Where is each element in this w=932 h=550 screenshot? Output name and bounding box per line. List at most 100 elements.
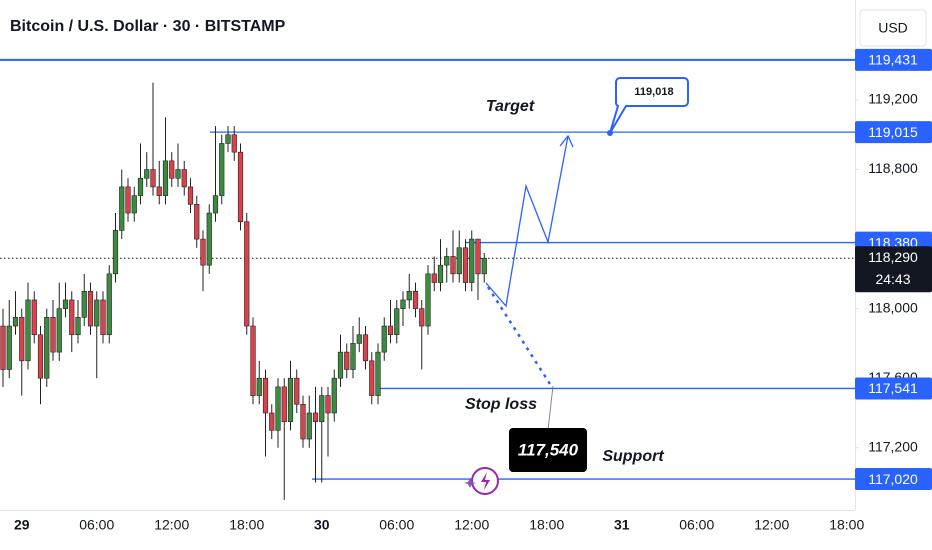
candle-body [81,290,87,318]
price-tag-label: 117,020 [868,471,918,487]
candle-body [100,299,106,336]
candle-body [44,317,50,379]
candle-body [319,395,325,422]
x-tick-label: 06:00 [679,517,714,533]
candle-body [244,221,250,327]
x-tick-label: 18:00 [829,517,864,533]
x-tick-label: 30 [314,517,330,533]
price-tag [855,121,932,144]
candle-body [69,299,75,336]
candle-body [150,169,156,188]
last-price-tag [855,246,932,293]
x-tick-label: 12:00 [454,517,489,533]
candle-body [219,143,225,196]
candle-body [206,212,212,266]
candle-body [112,230,119,275]
candle-body [250,325,256,396]
target-callout-box [609,77,689,134]
x-tick-label: 18:00 [229,517,264,533]
candle-body [381,325,387,353]
y-tick-label: 118,800 [868,160,918,176]
callout-anchor [607,130,613,136]
candle-body [56,308,62,353]
candle-body [87,290,94,327]
chart-title: Bitcoin / U.S. Dollar · 30 · BITSTAMP [10,18,286,35]
price-tag [855,377,932,400]
candle-body [400,299,406,309]
stop-loss-label: Stop loss [465,396,537,413]
candle-body [144,169,150,179]
countdown: 24:43 [875,271,910,287]
candle-body [200,238,206,266]
candle-body [62,299,69,309]
price-tag-label: 119,431 [868,52,918,68]
candle-body [281,386,287,422]
candle-body [156,186,162,196]
projection-arrow [559,134,574,148]
candle-body [125,186,131,214]
star-icon [464,478,476,488]
candle-body [0,325,6,370]
candle-body [106,273,112,336]
candle-body [19,317,25,362]
candle-body [294,377,300,405]
candle-body [306,412,312,440]
target-callout: 119,018 [634,86,673,98]
candle-body [237,151,244,223]
candle-body [394,308,400,336]
candle-body [212,195,219,214]
x-tick-label: 18:00 [529,517,564,533]
candle-body [481,257,487,275]
price-tag [855,48,932,71]
candle-body [131,195,137,214]
x-tick-label: 06:00 [79,517,114,533]
candle-body [431,273,437,283]
candle-body [187,186,194,205]
stop-pointer [547,385,554,431]
x-tick-label: 12:00 [754,517,789,533]
candle-body [25,299,31,362]
candle-body [50,317,56,353]
candle-body [37,334,44,379]
candle-body [375,351,381,396]
candle-body [337,351,344,379]
x-tick-label: 31 [614,517,630,533]
projection-path [485,135,569,308]
candle-body [369,360,375,396]
target-label: Target [486,98,535,115]
last-price-label: 118,290 [868,249,918,265]
price-tag-label: 119,015 [868,124,918,140]
currency-box[interactable] [859,9,927,47]
candle-body [269,412,275,431]
stop-box-text: 117,540 [518,440,579,459]
candle-body [425,273,431,327]
candle-body [287,377,294,422]
bolt-icon [481,472,490,490]
candle-body [300,403,306,440]
candle-body [350,343,356,370]
candle-body [450,256,456,275]
candle-body [231,134,237,153]
stop-box [509,428,587,472]
candle-body [162,160,169,196]
candle-body [262,377,269,414]
currency[interactable]: USD [878,20,908,36]
candle-body [181,169,187,188]
candle-body [275,386,281,431]
candle-body [437,264,444,283]
stop-path [486,286,552,385]
candle-body [12,317,19,327]
candle-body [412,290,419,309]
candle-body [444,256,450,266]
candle-body [256,377,262,396]
price-tag [855,468,932,491]
candle-body [331,377,337,414]
candle-body [75,317,81,336]
candle-body [325,395,331,414]
candle-body [119,186,125,231]
x-tick-label: 29 [14,517,30,533]
x-tick-label: 12:00 [154,517,189,533]
